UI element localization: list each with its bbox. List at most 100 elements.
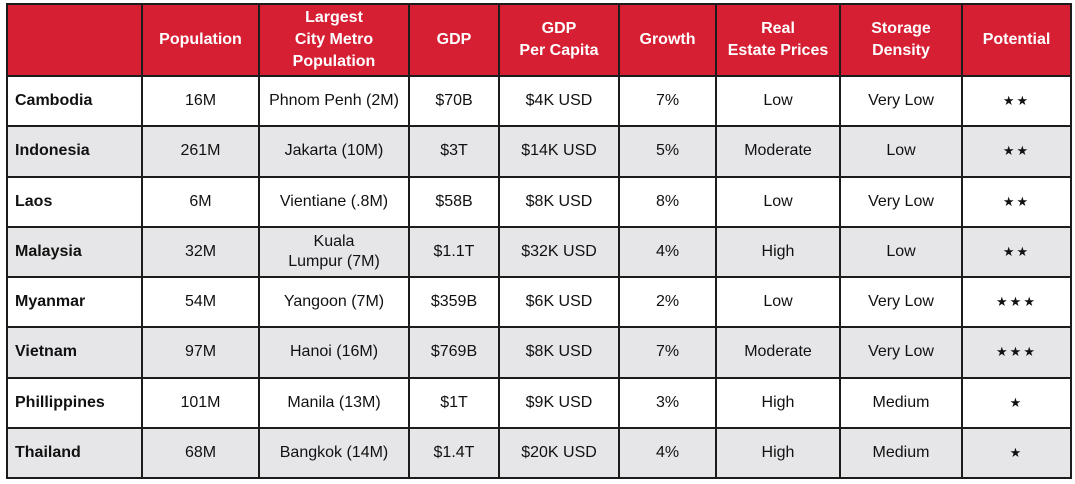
country-cell: Phillippines [6,376,143,429]
header-cell-growth: Growth [618,3,717,77]
header-line: GDP [541,20,577,37]
gdp-per-capita-cell: $32K USD [498,225,620,279]
population-cell: 54M [141,275,260,329]
table-row: Phillippines 101M Manila (13M) $1T $9K U… [6,376,1072,429]
header-line: Per Capita [519,42,599,59]
largest-city-cell: Kuala Lumpur (7M) [258,225,410,279]
largest-city-cell: Jakarta (10M) [258,125,410,178]
header-line: Population [292,53,376,70]
largest-city-cell: Phnom Penh (2M) [258,74,410,128]
potential-stars: ★★ [961,175,1072,228]
population-cell: 32M [141,225,260,279]
storage-density-cell: Very Low [839,326,963,379]
table-row: Myanmar 54M Yangoon (7M) $359B $6K USD 2… [6,275,1072,329]
real-estate-prices-cell: Low [715,275,841,329]
largest-city-cell: Vientiane (.8M) [258,175,410,228]
storage-density-cell: Very Low [839,74,963,128]
potential-stars: ★ [961,376,1072,429]
header-line: Storage [871,20,931,37]
population-cell: 6M [141,175,260,228]
city-line: Bangkok (14M) [279,443,389,461]
gdp-cell: $3T [408,125,500,178]
real-estate-prices-cell: Low [715,175,841,228]
header-cell-largest-city: Largest City Metro Population [258,3,410,77]
header-line: Real [761,20,795,37]
potential-stars: ★ [961,426,1072,480]
country-cell: Myanmar [6,275,143,329]
population-cell: 101M [141,376,260,429]
gdp-per-capita-cell: $14K USD [498,125,620,178]
gdp-cell: $769B [408,326,500,379]
growth-cell: 3% [618,376,717,429]
city-line: Yangoon (7M) [283,293,385,311]
header-cell-real-estate-prices: Real Estate Prices [715,3,841,77]
growth-cell: 7% [618,74,717,128]
potential-stars: ★★★ [961,275,1072,329]
gdp-per-capita-cell: $4K USD [498,74,620,128]
header-cell-country [6,3,143,77]
potential-stars: ★★ [961,225,1072,279]
largest-city-cell: Bangkok (14M) [258,426,410,480]
table-row: Indonesia 261M Jakarta (10M) $3T $14K US… [6,125,1072,178]
table-row: Thailand 68M Bangkok (14M) $1.4T $20K US… [6,426,1072,480]
city-line: Phnom Penh (2M) [269,92,399,110]
header-cell-potential: Potential [961,3,1072,77]
storage-density-cell: Low [839,125,963,178]
header-cell-gdp: GDP [408,3,500,77]
storage-density-cell: Medium [839,426,963,480]
largest-city-cell: Manila (13M) [258,376,410,429]
city-line: Hanoi (16M) [289,343,379,361]
header-line: Population [159,31,242,48]
real-estate-prices-cell: Low [715,74,841,128]
gdp-per-capita-cell: $20K USD [498,426,620,480]
city-line: Kuala [313,232,355,250]
header-line: Potential [982,31,1051,48]
growth-cell: 5% [618,125,717,178]
largest-city-cell: Hanoi (16M) [258,326,410,379]
gdp-per-capita-cell: $8K USD [498,326,620,379]
header-cell-storage-density: Storage Density [839,3,963,77]
real-estate-prices-cell: Moderate [715,125,841,178]
header-cell-population: Population [141,3,260,77]
header-line: Estate Prices [727,42,829,59]
potential-stars: ★★★ [961,326,1072,379]
country-cell: Thailand [6,426,143,480]
gdp-cell: $359B [408,275,500,329]
country-cell: Vietnam [6,326,143,379]
table-row: Cambodia 16M Phnom Penh (2M) $70B $4K US… [6,74,1072,128]
city-line: Vientiane (.8M) [279,192,389,210]
country-cell: Malaysia [6,225,143,279]
header-line: City Metro [294,31,374,48]
gdp-cell: $1.1T [408,225,500,279]
gdp-per-capita-cell: $9K USD [498,376,620,429]
growth-cell: 2% [618,275,717,329]
storage-density-cell: Very Low [839,275,963,329]
gdp-cell: $1.4T [408,426,500,480]
header-line: Density [872,42,930,59]
header-line: Largest [305,9,363,26]
potential-stars: ★★ [961,125,1072,178]
real-estate-prices-cell: High [715,426,841,480]
city-line: Manila (13M) [287,393,381,411]
city-line: Jakarta (10M) [284,142,384,160]
table-row: Malaysia 32M Kuala Lumpur (7M) $1.1T $32… [6,225,1072,279]
country-cell: Cambodia [6,74,143,128]
gdp-cell: $1T [408,376,500,429]
header-line: Growth [639,31,696,48]
population-cell: 97M [141,326,260,379]
population-cell: 16M [141,74,260,128]
growth-cell: 4% [618,225,717,279]
storage-density-cell: Medium [839,376,963,429]
gdp-per-capita-cell: $6K USD [498,275,620,329]
growth-cell: 7% [618,326,717,379]
growth-cell: 8% [618,175,717,228]
gdp-cell: $70B [408,74,500,128]
header-row: Population Largest City Metro Population… [6,3,1072,77]
real-estate-prices-cell: High [715,225,841,279]
population-cell: 68M [141,426,260,480]
table-row: Laos 6M Vientiane (.8M) $58B $8K USD 8% … [6,175,1072,228]
storage-density-cell: Low [839,225,963,279]
gdp-cell: $58B [408,175,500,228]
table-row: Vietnam 97M Hanoi (16M) $769B $8K USD 7%… [6,326,1072,379]
population-cell: 261M [141,125,260,178]
